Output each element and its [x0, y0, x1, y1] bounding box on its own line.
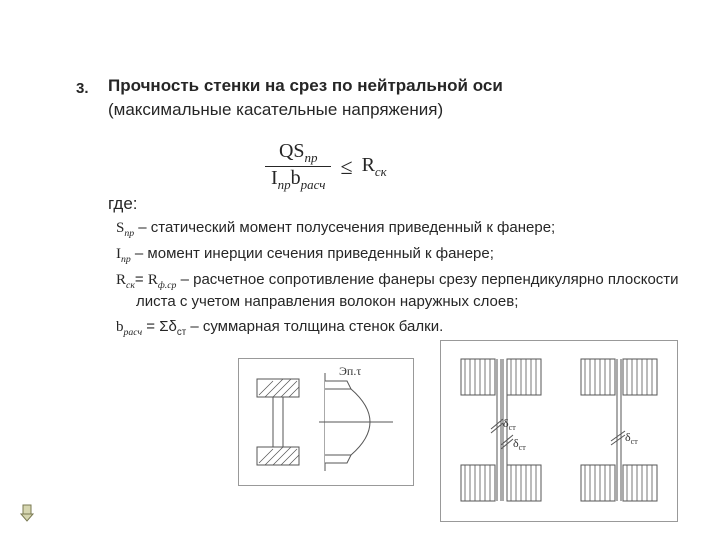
formula-rhs-R: R	[362, 154, 375, 176]
def-4: bрасч = Σδст – суммарная толщина стенок …	[116, 317, 680, 339]
slide: 3. Прочность стенки на срез по нейтральн…	[0, 0, 720, 540]
def-3-text: – расчетное сопротивление фанеры срезу п…	[136, 271, 679, 310]
formula: QSnp Inpbрасч ≤ Rск	[265, 140, 387, 193]
corner-marker-icon	[20, 504, 34, 518]
list-number: 3.	[76, 80, 89, 97]
formula-le: ≤	[336, 154, 356, 180]
formula-den-b: b	[291, 167, 301, 189]
def-2: Iпр – момент инерции сечения приведенный…	[116, 244, 680, 266]
heading-line1: Прочность стенки на срез по нейтральной …	[108, 76, 503, 96]
formula-rhs-sub: ск	[375, 164, 387, 179]
fig1-label: Эп.τ	[339, 364, 361, 378]
figure-shear-diagram: Эп.τ	[238, 358, 414, 486]
def-4-text: – суммарная толщина стенок балки.	[186, 318, 443, 335]
definitions: Sпр – статический момент полусечения при…	[116, 218, 680, 343]
def-1-text: – статический момент полусечения приведе…	[134, 219, 555, 236]
formula-num-sub: np	[305, 150, 318, 165]
svg-text:δст: δст	[625, 430, 638, 446]
heading-line2: (максимальные касательные напряжения)	[108, 100, 443, 120]
formula-num-main: QS	[279, 140, 305, 162]
svg-text:δст: δст	[513, 436, 526, 452]
formula-den-I: I	[271, 167, 278, 189]
formula-den-b-sub: расч	[301, 177, 326, 192]
where-label: где:	[108, 194, 138, 214]
formula-den-I-sub: np	[278, 177, 291, 192]
def-3: Rск= Rф.ср – расчетное сопротивление фан…	[116, 270, 680, 312]
def-2-text: – момент инерции сечения приведенный к ф…	[131, 245, 494, 262]
def-1: Sпр – статический момент полусечения при…	[116, 218, 680, 240]
figure-wall-sections: δст δст δст	[440, 340, 678, 522]
svg-text:δст: δст	[503, 416, 516, 432]
